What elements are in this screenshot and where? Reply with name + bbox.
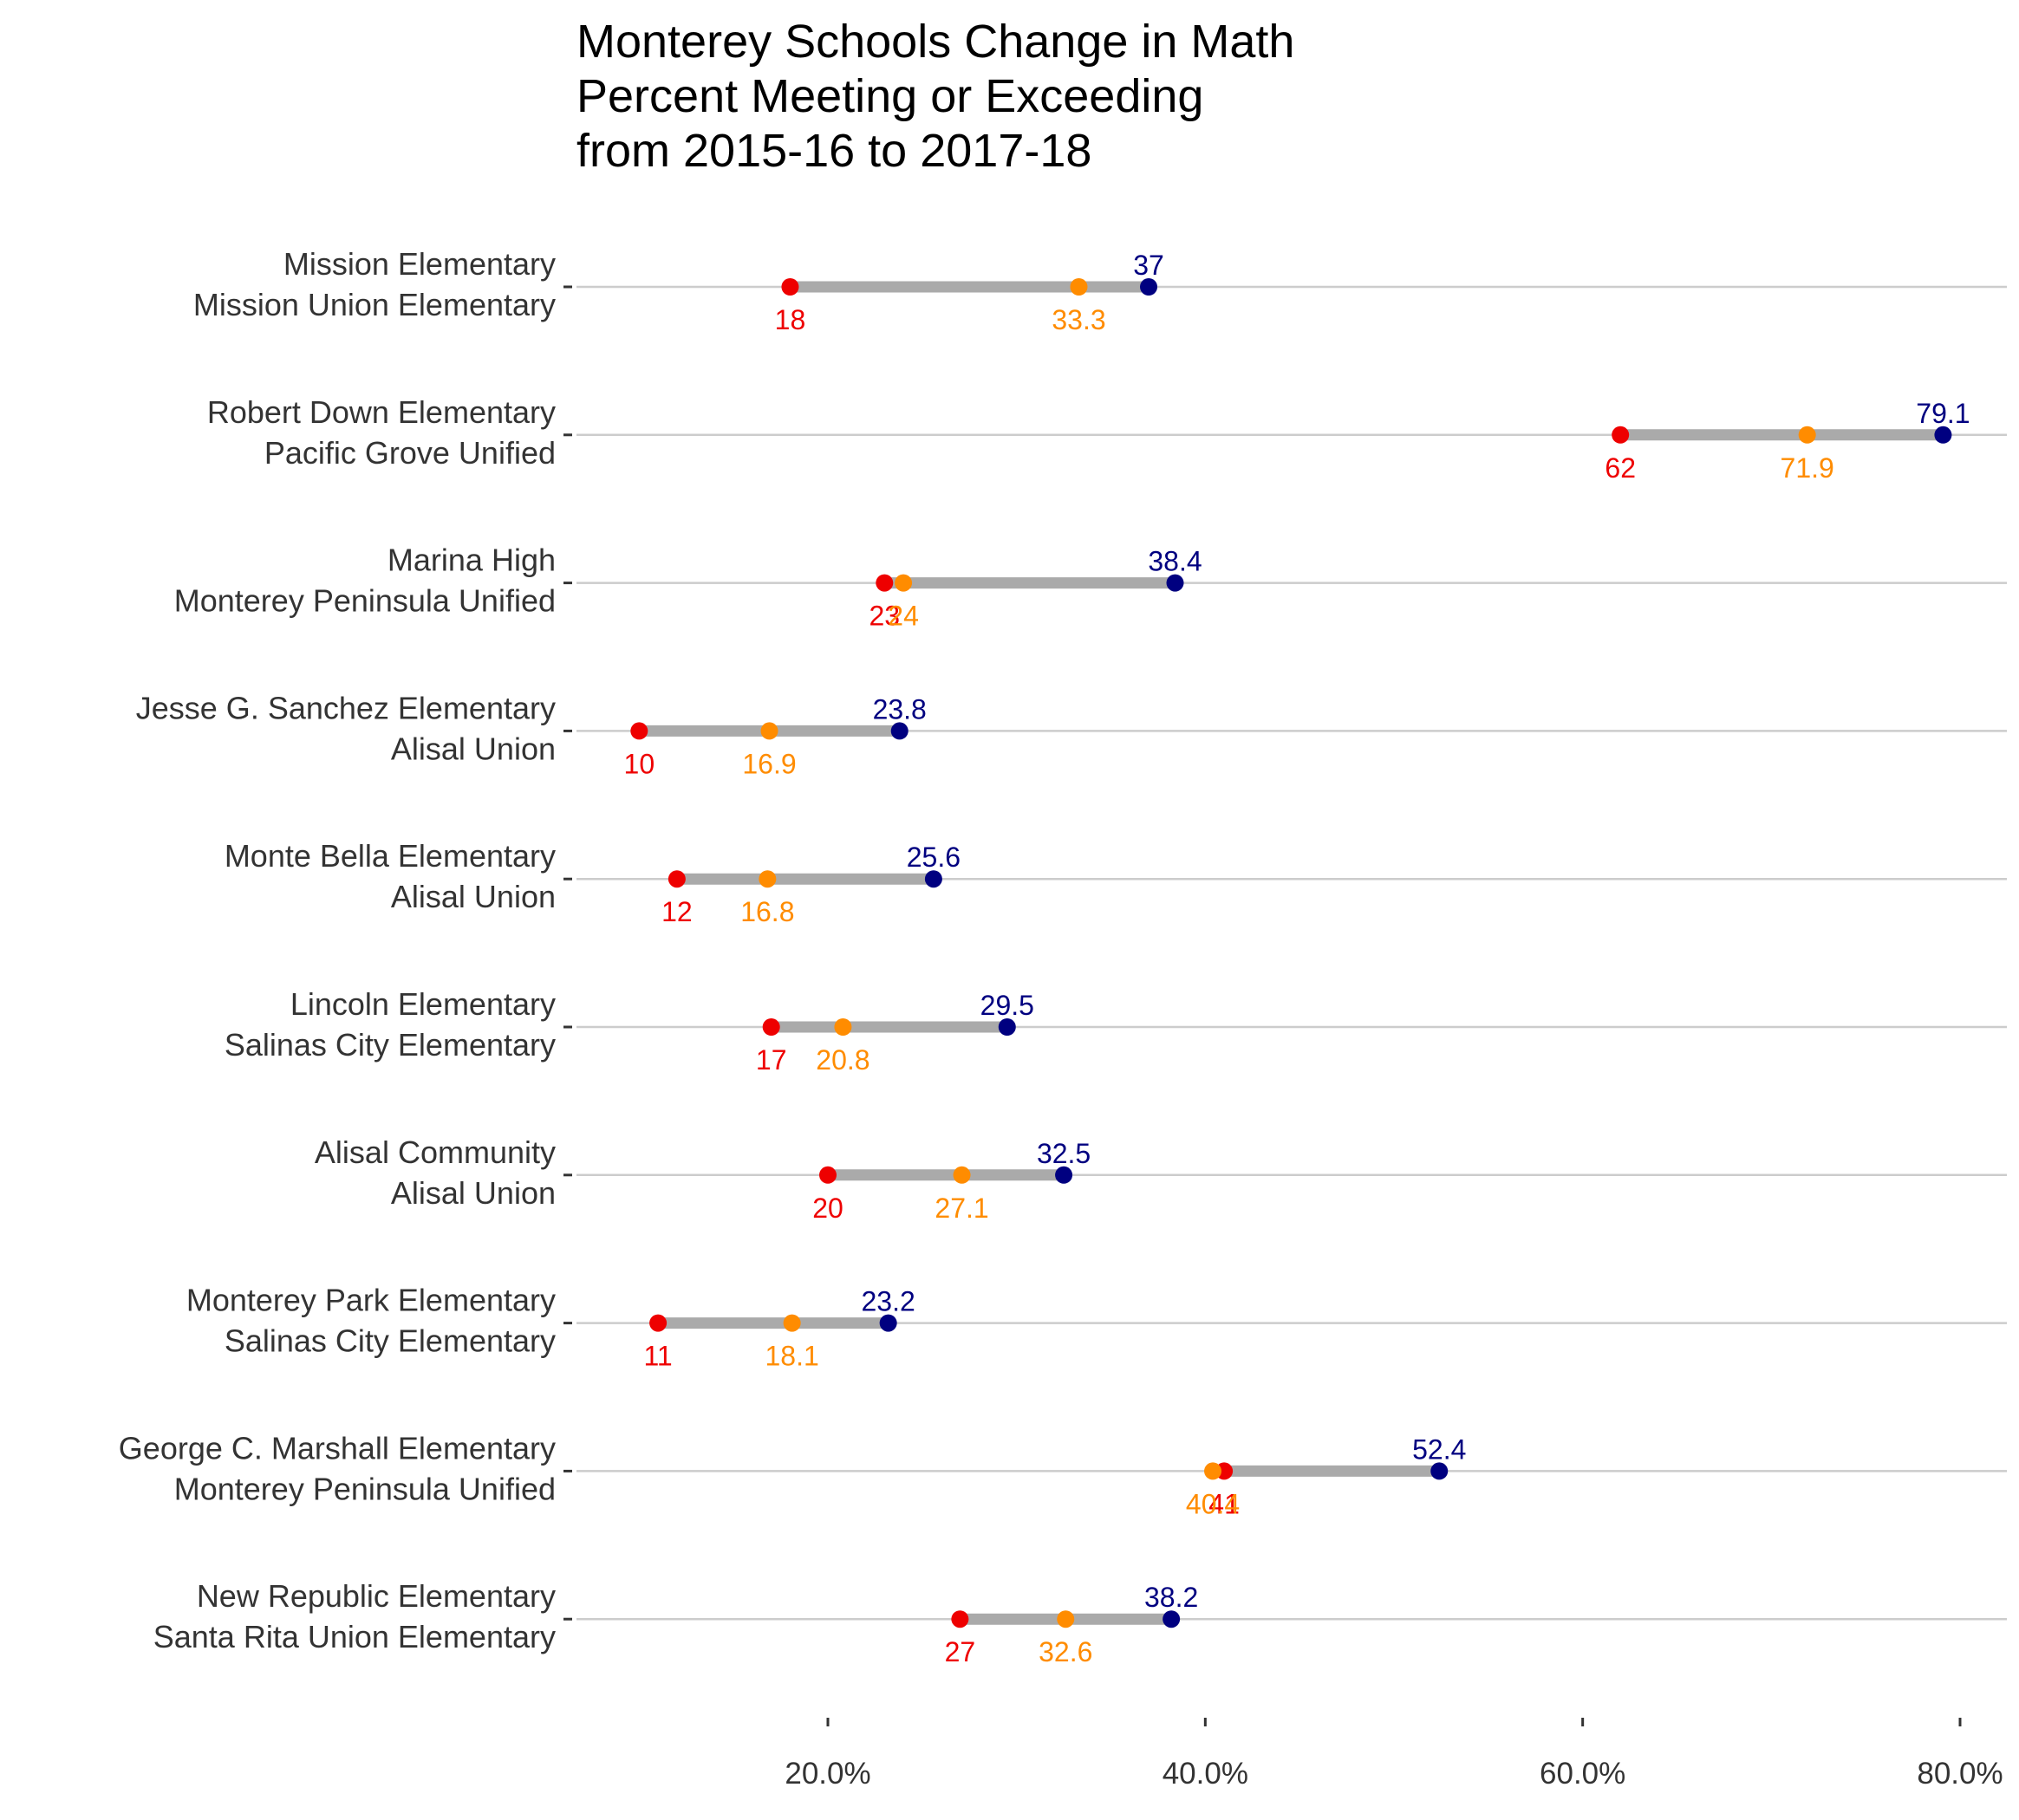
- data-label-2016-17: 20.8: [816, 1044, 869, 1076]
- row-label-district: Salinas City Elementary: [225, 1323, 556, 1359]
- row-label-school: Monte Bella Elementary: [225, 838, 556, 874]
- data-label-2017-18: 38.4: [1148, 546, 1202, 577]
- data-label-2016-17: 16.8: [740, 896, 794, 927]
- row-label-school: Alisal Community: [315, 1134, 556, 1170]
- data-label-2015-16: 41: [1208, 1488, 1240, 1519]
- data-label-2016-17: 16.9: [742, 748, 796, 779]
- row-label-school: George C. Marshall Elementary: [119, 1430, 556, 1466]
- data-label-2017-18: 32.5: [1037, 1138, 1091, 1169]
- data-label-2017-18: 52.4: [1412, 1433, 1466, 1465]
- chart-title: Monterey Schools Change in Math Percent …: [576, 16, 1294, 177]
- row-label-school: Marina High: [388, 543, 556, 578]
- point-2017-18: [1055, 1166, 1073, 1184]
- row-label-district: Alisal Union: [391, 879, 556, 914]
- data-label-2017-18: 38.2: [1144, 1582, 1198, 1613]
- point-2017-18: [1430, 1462, 1449, 1480]
- data-label-2016-17: 18.1: [765, 1341, 819, 1372]
- row-label-district: Santa Rita Union Elementary: [153, 1619, 556, 1654]
- point-2015-16: [876, 574, 894, 592]
- row-label-district: Monterey Peninsula Unified: [174, 1471, 556, 1506]
- point-2016-17: [759, 870, 777, 888]
- x-tick-label: 40.0%: [1163, 1757, 1248, 1791]
- data-label-2015-16: 11: [643, 1341, 672, 1372]
- data-label-2015-16: 18: [775, 304, 806, 335]
- data-label-2017-18: 23.2: [862, 1286, 915, 1317]
- point-2016-17: [1070, 278, 1088, 296]
- point-2015-16: [668, 870, 686, 888]
- point-2015-16: [1612, 426, 1630, 444]
- data-label-2016-17: 71.9: [1781, 452, 1834, 484]
- point-2016-17: [783, 1314, 801, 1332]
- data-label-2015-16: 17: [756, 1044, 787, 1076]
- row-label-school: Monterey Park Elementary: [186, 1283, 556, 1318]
- point-2017-18: [1140, 278, 1158, 296]
- row-label-district: Alisal Union: [391, 1175, 556, 1211]
- data-label-2017-18: 29.5: [980, 990, 1034, 1021]
- point-2016-17: [1798, 426, 1816, 444]
- point-2016-17: [953, 1166, 971, 1184]
- point-2015-16: [781, 278, 799, 296]
- data-label-2016-17: 32.6: [1039, 1636, 1092, 1667]
- point-2016-17: [1057, 1610, 1075, 1628]
- point-2015-16: [762, 1018, 780, 1036]
- row-label-district: Alisal Union: [391, 731, 556, 766]
- point-2017-18: [890, 722, 909, 740]
- x-tick-label: 80.0%: [1917, 1757, 2003, 1791]
- row-label-district: Mission Union Elementary: [193, 287, 556, 322]
- row-label-district: Monterey Peninsula Unified: [174, 583, 556, 619]
- data-label-2016-17: 33.3: [1052, 304, 1105, 335]
- data-label-2016-17: 27.1: [935, 1193, 988, 1224]
- data-label-2017-18: 25.6: [907, 842, 961, 873]
- data-label-2017-18: 37: [1133, 250, 1164, 281]
- row-label-district: Pacific Grove Unified: [264, 435, 556, 471]
- row-label-school: Lincoln Elementary: [290, 986, 556, 1022]
- data-label-2015-16: 10: [624, 748, 655, 779]
- row-label-school: Jesse G. Sanchez Elementary: [136, 690, 556, 725]
- data-label-2017-18: 79.1: [1916, 398, 1970, 429]
- point-2016-17: [834, 1018, 852, 1036]
- point-2016-17: [760, 722, 778, 740]
- data-label-2015-16: 27: [945, 1636, 976, 1667]
- point-2016-17: [895, 574, 913, 592]
- row-label-district: Salinas City Elementary: [225, 1027, 556, 1063]
- x-tick-label: 20.0%: [785, 1757, 870, 1791]
- chart-title-line-2: Percent Meeting or Exceeding: [576, 70, 1203, 122]
- point-2017-18: [924, 870, 942, 888]
- data-label-2016-17: 40.4: [1186, 1488, 1240, 1519]
- point-2015-16: [951, 1610, 969, 1628]
- data-label-2015-16: 62: [1605, 452, 1636, 484]
- point-2017-18: [1934, 426, 1952, 444]
- data-label-2016-17: 24: [888, 601, 919, 632]
- point-2017-18: [1163, 1610, 1181, 1628]
- row-label-school: Robert Down Elementary: [207, 394, 556, 430]
- point-2016-17: [1204, 1462, 1222, 1480]
- data-label-2015-16: 20: [812, 1193, 843, 1224]
- plot-area: Mission Elementary Mission Union Elementa…: [119, 246, 2007, 1791]
- point-2015-16: [649, 1314, 668, 1332]
- row-label-school: Mission Elementary: [283, 246, 556, 282]
- chart-title-line-3: from 2015-16 to 2017-18: [576, 125, 1091, 177]
- chart-title-line-1: Monterey Schools Change in Math: [576, 16, 1294, 68]
- data-label-2015-16: 12: [661, 896, 693, 927]
- point-2017-18: [1166, 574, 1184, 592]
- data-label-2017-18: 23.8: [873, 693, 927, 725]
- row-label-school: New Republic Elementary: [197, 1578, 556, 1614]
- point-2017-18: [998, 1018, 1016, 1036]
- point-2015-16: [819, 1166, 837, 1184]
- data-label-2015-16: 23: [869, 601, 901, 632]
- point-2015-16: [630, 722, 648, 740]
- point-2017-18: [879, 1314, 897, 1332]
- x-tick-label: 60.0%: [1540, 1757, 1625, 1791]
